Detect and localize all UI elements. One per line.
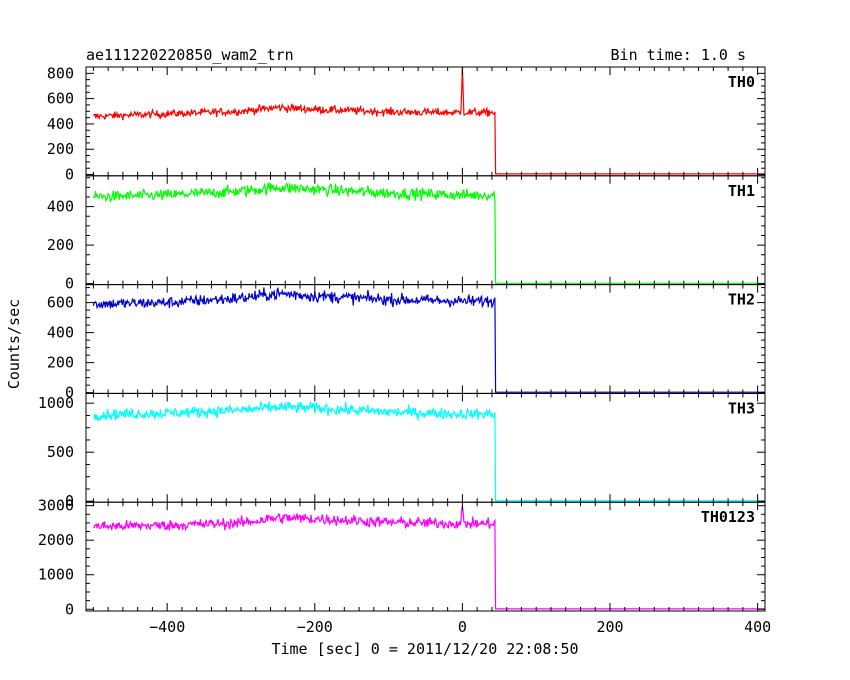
y-tick-label: 0 xyxy=(65,275,74,293)
x-tick-label: −200 xyxy=(297,618,333,636)
x-tick-label: −400 xyxy=(149,618,185,636)
panel-th1: 0 200 400 TH1 xyxy=(47,175,766,293)
y-tick-label: 800 xyxy=(47,64,74,82)
panel-label-th0123: TH0123 xyxy=(701,508,755,526)
panel-frame xyxy=(85,501,766,612)
x-axis-label: Time [sec] 0 = 2011/12/20 22:08:50 xyxy=(271,640,578,658)
y-tick-label: 500 xyxy=(47,443,74,461)
bin-time-label: Bin time: 1.0 s xyxy=(611,46,746,64)
y-tick-label: 0 xyxy=(65,600,74,618)
y-tick-label: 200 xyxy=(47,140,74,158)
panel-frame xyxy=(85,66,766,177)
y-axis-label: Counts/sec xyxy=(5,299,23,389)
panel-label-th2: TH2 xyxy=(728,291,755,309)
y-tick-label: 200 xyxy=(47,236,74,254)
series-line-th0 xyxy=(93,66,765,175)
series-line-th3 xyxy=(93,400,765,502)
y-tick-label: 600 xyxy=(47,294,74,312)
y-tick-label: 1000 xyxy=(38,394,74,412)
y-tick-label: 400 xyxy=(47,324,74,342)
y-tick-label: 3000 xyxy=(38,497,74,515)
y-tick-label: 0 xyxy=(65,492,74,510)
y-tick-label: 600 xyxy=(47,90,74,108)
panel-th0123: 0 1000 2000 3000 TH0123 xyxy=(38,497,766,618)
y-tick-label: 0 xyxy=(65,384,74,402)
panel-th2: 0 200 400 600 TH2 xyxy=(47,284,766,402)
y-tick-label: 2000 xyxy=(38,531,74,549)
series-line-th2 xyxy=(92,286,765,393)
y-tick-label: 400 xyxy=(47,115,74,133)
panel-label-th3: TH3 xyxy=(728,399,755,417)
chart-title: ae111220220850_wam2_trn xyxy=(86,46,294,64)
x-tick-label: 400 xyxy=(744,618,771,636)
x-tick-label: 200 xyxy=(596,618,623,636)
panel-th3: 0 500 1000 TH3 xyxy=(38,392,766,510)
y-tick-label: 0 xyxy=(65,166,74,184)
panel-th0: 0 200 400 600 800 TH0 xyxy=(47,64,766,184)
series-line-th1 xyxy=(92,181,765,284)
panel-label-th0: TH0 xyxy=(728,73,755,91)
y-tick-label: 400 xyxy=(47,198,74,216)
x-tick-label: 0 xyxy=(458,618,467,636)
panel-label-th1: TH1 xyxy=(728,182,755,200)
y-tick-label: 200 xyxy=(47,354,74,372)
y-tick-label: 1000 xyxy=(38,566,74,584)
series-line-th0123 xyxy=(93,505,765,610)
